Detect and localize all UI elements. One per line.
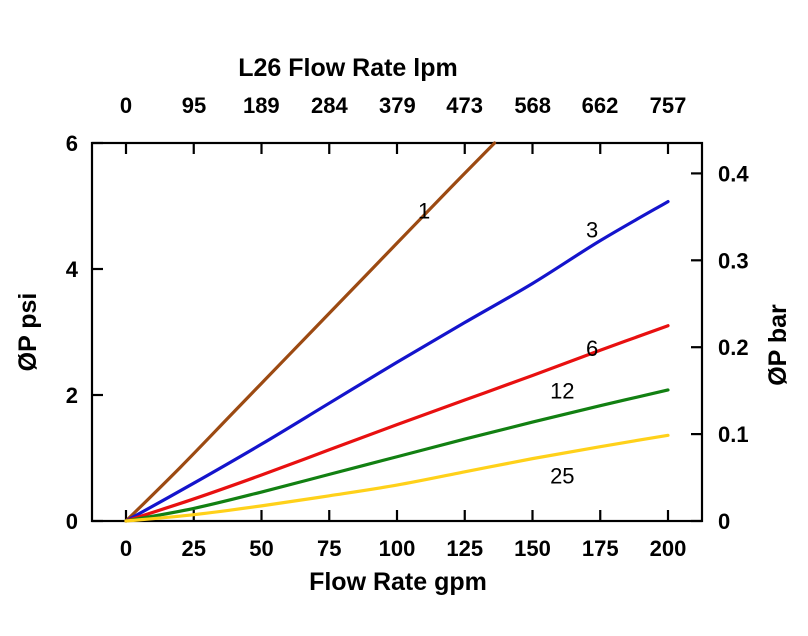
bottom-axis-title: Flow Rate gpm <box>309 568 487 596</box>
x2-tick-label: 284 <box>311 93 348 118</box>
x-tick-label: 100 <box>379 536 416 561</box>
series-curve-25 <box>124 433 670 523</box>
series-curve-12 <box>124 388 670 523</box>
y-tick-label: 0 <box>66 509 78 534</box>
right-axis-title: ØP bar <box>764 304 792 386</box>
series-label-6: 6 <box>586 336 598 361</box>
series-curve-1 <box>124 141 497 523</box>
left-axis-title: ØP psi <box>14 293 42 372</box>
x-tick-label: 150 <box>514 536 551 561</box>
y2-tick-label: 0 <box>718 509 730 534</box>
series-curve-6 <box>124 324 670 523</box>
x-tick-label: 200 <box>650 536 687 561</box>
y-tick-label: 6 <box>66 131 78 156</box>
axis-tick-marks <box>92 141 702 523</box>
x2-tick-label: 473 <box>446 93 483 118</box>
y-tick-label: 4 <box>66 257 79 282</box>
series-label-25: 25 <box>550 464 574 489</box>
x-tick-label: 75 <box>317 536 341 561</box>
x2-tick-label: 662 <box>582 93 619 118</box>
y2-tick-label: 0.2 <box>718 335 749 360</box>
x2-tick-label: 379 <box>379 93 416 118</box>
right-axis-tick-labels: 0 0.1 0.2 0.3 0.4 <box>718 161 749 534</box>
y2-tick-label: 0.4 <box>718 161 749 186</box>
x2-tick-label: 568 <box>514 93 551 118</box>
series-label-12: 12 <box>550 379 574 404</box>
x2-tick-label: 95 <box>182 93 206 118</box>
x-tick-label: 50 <box>249 536 273 561</box>
series-label-1: 1 <box>418 198 430 223</box>
x-tick-label: 125 <box>446 536 483 561</box>
bottom-axis-tick-labels: 0 25 50 75 100 125 150 175 200 <box>120 536 686 561</box>
left-axis-tick-labels: 0 2 4 6 <box>66 131 79 534</box>
y2-tick-label: 0.1 <box>718 422 749 447</box>
series-curve-3 <box>124 199 670 523</box>
series-curves <box>124 141 670 523</box>
y-tick-label: 2 <box>66 383 78 408</box>
x-tick-label: 0 <box>120 536 132 561</box>
series-label-3: 3 <box>586 217 598 242</box>
x2-tick-label: 757 <box>650 93 687 118</box>
series-inline-labels: 1 3 6 12 25 <box>418 198 598 488</box>
x-tick-label: 175 <box>582 536 619 561</box>
x2-tick-label: 189 <box>243 93 280 118</box>
top-axis-title: L26 Flow Rate lpm <box>238 54 457 82</box>
x-tick-label: 25 <box>182 536 206 561</box>
x2-tick-label: 0 <box>120 93 132 118</box>
y2-tick-label: 0.3 <box>718 248 749 273</box>
top-axis-tick-labels: 0 95 189 284 379 473 568 662 757 <box>120 93 686 118</box>
